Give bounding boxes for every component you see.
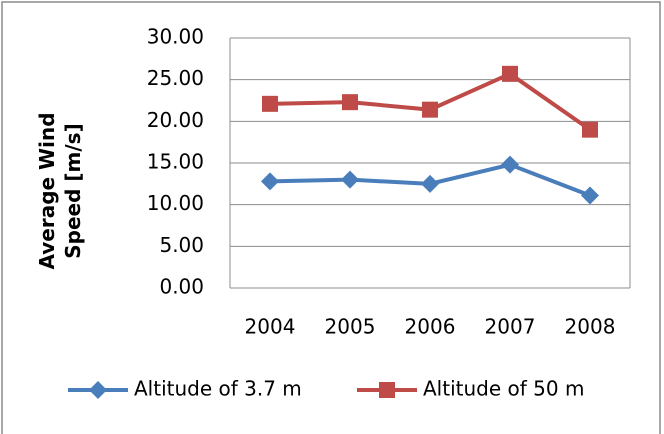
y-tick-label: 25.00 — [147, 66, 204, 90]
x-tick-label: 2004 — [245, 315, 296, 339]
y-tick-label: 20.00 — [147, 108, 204, 132]
legend-marker — [89, 381, 107, 399]
x-tick-label: 2006 — [405, 315, 456, 339]
x-tick-label: 2008 — [565, 315, 616, 339]
legend-marker — [379, 382, 395, 398]
marker — [261, 172, 279, 191]
marker — [262, 95, 278, 112]
x-tick-label: 2007 — [485, 315, 536, 339]
marker — [421, 174, 439, 193]
legend-label: Altitude of 3.7 m — [134, 377, 302, 401]
x-tick-label: 2005 — [325, 315, 376, 339]
marker — [341, 170, 359, 189]
marker — [582, 121, 598, 138]
y-tick-label: 0.00 — [159, 275, 204, 299]
marker — [501, 155, 519, 174]
marker — [342, 94, 358, 111]
y-tick-label: 10.00 — [147, 191, 204, 215]
legend-label: Altitude of 50 m — [423, 377, 584, 401]
y-axis-label: Average Wind Speed [m/s] — [35, 112, 85, 270]
y-tick-label: 5.00 — [159, 233, 204, 257]
marker — [502, 65, 518, 82]
marker — [422, 101, 438, 118]
y-tick-label: 30.00 — [147, 25, 204, 49]
marker — [581, 186, 599, 205]
y-tick-label: 15.00 — [147, 150, 204, 174]
